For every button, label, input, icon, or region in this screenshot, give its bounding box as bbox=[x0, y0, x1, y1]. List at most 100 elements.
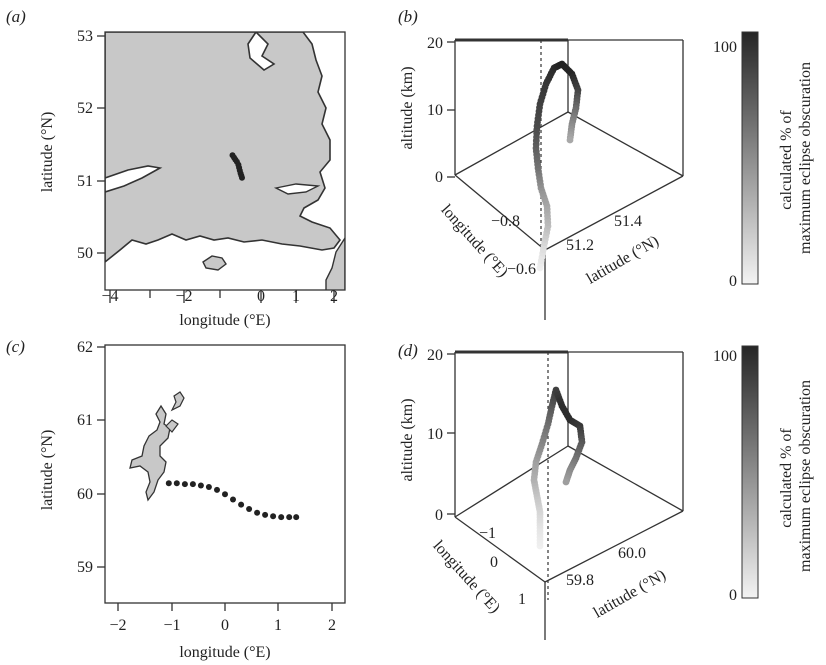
plot-frame-c bbox=[104, 344, 346, 604]
land-shetland-north bbox=[170, 391, 185, 412]
y-tick-label-d: 60.0 bbox=[618, 545, 646, 562]
flight-track-b bbox=[532, 60, 582, 272]
z-axis-d: 20 10 0 altitude (km) bbox=[399, 347, 455, 524]
x-tick-label-c: −1 bbox=[163, 617, 180, 634]
colorbar-label-line2-d: maximum eclipse obscuration bbox=[797, 380, 814, 572]
france-coast bbox=[325, 236, 345, 290]
y-tick-label-b: 51.4 bbox=[614, 213, 642, 230]
x-tick-label-c: 0 bbox=[221, 617, 229, 634]
x-tick-label-c: −2 bbox=[109, 617, 126, 634]
x-tick-label-b: −0.8 bbox=[491, 213, 520, 230]
track-point-b bbox=[566, 136, 574, 144]
x-axis-d: −1 0 1 longitude (°E) bbox=[429, 525, 526, 617]
colorbar-min-label-b: 0 bbox=[729, 273, 737, 290]
x-axis-a: −4 −2 0 1 2 longitude (°E) bbox=[101, 288, 338, 329]
y-tick-label-a: 51 bbox=[77, 173, 93, 190]
land-england bbox=[105, 32, 342, 264]
plot-frame-a bbox=[104, 31, 346, 291]
z-tick-label-b: 0 bbox=[435, 169, 443, 186]
x-tick-label-d: 1 bbox=[518, 591, 526, 608]
z-tick-label-d: 10 bbox=[427, 426, 443, 443]
y-axis-label-a: latitude (°N) bbox=[39, 112, 56, 193]
flight-track-d bbox=[530, 386, 586, 550]
track-point-c bbox=[254, 509, 261, 516]
y-axis-c: 62 61 60 59 latitude (°N) bbox=[39, 339, 105, 576]
track-point-c bbox=[278, 514, 285, 521]
colorbar-min-label-d: 0 bbox=[729, 587, 737, 604]
track-point-c bbox=[246, 506, 253, 512]
colorbar-label-b: calculated % of maximum eclipse obscurat… bbox=[778, 62, 814, 254]
flight-track-c bbox=[165, 480, 300, 521]
track-point-c bbox=[238, 501, 245, 508]
y-tick-label-c: 62 bbox=[77, 339, 93, 356]
x-axis-c: −2 −1 0 1 2 longitude (°E) bbox=[109, 603, 336, 661]
track-point-c bbox=[181, 481, 188, 488]
panel-a: (a) −4 −2 0 1 2 longitude (°E) bbox=[6, 7, 346, 329]
z-axis-b: 20 10 0 altitude (km) bbox=[399, 35, 455, 186]
y-axis-a: 53 52 51 50 latitude (°N) bbox=[39, 28, 105, 262]
severn-estuary-water bbox=[105, 165, 163, 193]
land-shetland-main bbox=[129, 404, 171, 502]
z-tick-label-d: 20 bbox=[427, 347, 443, 364]
z-tick-label-b: 20 bbox=[427, 35, 443, 52]
y-axis-label-b: latitude (°N) bbox=[584, 233, 662, 288]
x-tick-label-a: −2 bbox=[175, 288, 192, 305]
wash-inlet bbox=[247, 32, 276, 71]
track-point-c bbox=[230, 496, 236, 503]
track-point-c bbox=[262, 511, 269, 518]
x-axis-b: −0.8 −0.6 longitude (°E) bbox=[437, 201, 536, 280]
panel-d: (d) 20 10 0 altitude (km) −1 0 bbox=[398, 341, 814, 640]
x-axis-label-d: longitude (°E) bbox=[429, 537, 503, 616]
track-point-c bbox=[197, 482, 204, 489]
panel-label-d: (d) bbox=[398, 341, 418, 360]
panel-label-b: (b) bbox=[398, 7, 418, 26]
y-tick-label-c: 59 bbox=[77, 559, 93, 576]
land-shetland-yell bbox=[165, 419, 179, 433]
y-axis-b: 51.2 51.4 latitude (°N) bbox=[566, 213, 662, 288]
y-axis-label-d: latitude (°N) bbox=[591, 567, 669, 622]
x-tick-label-a: −4 bbox=[101, 288, 118, 305]
track-point-c bbox=[189, 481, 196, 488]
track-point-c bbox=[205, 484, 212, 490]
x-tick-label-a: 1 bbox=[292, 288, 300, 305]
colorbar-label-line1-d: calculated % of bbox=[778, 428, 795, 528]
y-tick-label-a: 50 bbox=[77, 245, 93, 262]
x-axis-label-a: longitude (°E) bbox=[179, 312, 270, 329]
x-tick-label-d: 0 bbox=[490, 554, 498, 571]
y-tick-label-c: 60 bbox=[77, 486, 93, 503]
flight-track-a bbox=[229, 152, 245, 181]
x-tick-label-b: −0.6 bbox=[507, 261, 536, 278]
z-axis-label-d: altitude (km) bbox=[399, 398, 416, 481]
y-tick-label-a: 53 bbox=[77, 28, 93, 45]
x-tick-label-d: −1 bbox=[479, 525, 496, 542]
track-point-c bbox=[165, 480, 172, 487]
track-point-c bbox=[173, 480, 180, 487]
z-tick-label-b: 10 bbox=[427, 102, 443, 119]
track-point-c bbox=[214, 486, 220, 493]
y-tick-label-b: 51.2 bbox=[566, 237, 594, 254]
colorbar-b: 100 0 calculated % of maximum eclipse ob… bbox=[713, 31, 814, 290]
y-axis-d: 59.8 60.0 latitude (°N) bbox=[566, 545, 669, 622]
track-point-c bbox=[286, 514, 293, 521]
track-point-c bbox=[270, 513, 277, 520]
colorbar-gradient-b bbox=[741, 31, 759, 285]
colorbar-d: 100 0 calculated % of maximum eclipse ob… bbox=[713, 345, 814, 604]
panel-label-a: (a) bbox=[6, 7, 26, 26]
panel-b: (b) 20 10 0 altitude (km) −0.8 −0.6 bbox=[398, 7, 814, 320]
colorbar-label-line2-b: maximum eclipse obscuration bbox=[797, 62, 814, 254]
y-axis-label-c: latitude (°N) bbox=[39, 430, 56, 511]
track-point-d bbox=[562, 478, 570, 486]
x-tick-label-c: 1 bbox=[274, 617, 282, 634]
colorbar-label-line1-b: calculated % of bbox=[778, 110, 795, 210]
thames-estuary bbox=[273, 183, 321, 195]
track-point-c bbox=[293, 514, 300, 521]
x-tick-label-c: 2 bbox=[328, 617, 336, 634]
x-tick-label-a: 0 bbox=[257, 288, 265, 305]
x-axis-label-c: longitude (°E) bbox=[179, 644, 270, 661]
colorbar-max-label-d: 100 bbox=[713, 348, 737, 365]
y-tick-label-c: 61 bbox=[77, 412, 93, 429]
y-tick-label-d: 59.8 bbox=[566, 572, 594, 589]
colorbar-gradient-d bbox=[741, 345, 759, 599]
track-point-a bbox=[239, 174, 245, 181]
